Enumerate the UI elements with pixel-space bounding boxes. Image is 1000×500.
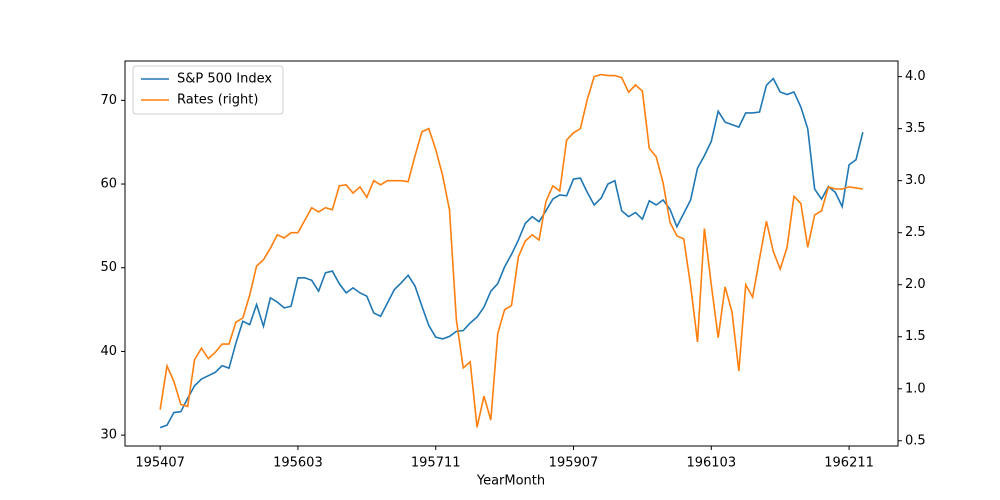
x-axis-label: YearMonth [476, 474, 545, 489]
y2-tick-label: 2.5 [905, 225, 926, 240]
x-tick-label: 195711 [411, 456, 461, 471]
y2-tick-label: 0.5 [905, 433, 926, 448]
y-tick-label: 60 [100, 177, 117, 192]
y-tick-label: 40 [100, 344, 117, 359]
series-line [159, 73, 863, 428]
y2-tick-label: 3.0 [905, 173, 926, 188]
y2-tick-label: 1.5 [905, 329, 926, 344]
x-tick-label: 196211 [824, 456, 874, 471]
y2-tick-label: 1.0 [905, 381, 926, 396]
plot-frame [124, 60, 899, 447]
legend-label: S&P 500 Index [177, 72, 272, 87]
y2-tick-label: 4.0 [905, 69, 926, 84]
y-tick-label: 70 [100, 93, 117, 108]
y2-tick-label: 2.0 [905, 277, 926, 292]
x-tick-label: 196103 [686, 456, 736, 471]
y2-tick-label: 3.5 [905, 121, 926, 136]
legend-label: Rates (right) [177, 93, 258, 108]
legend-box [132, 65, 284, 115]
y-tick-label: 50 [100, 260, 117, 275]
y-tick-label: 30 [100, 428, 117, 443]
x-tick-label: 195603 [273, 456, 323, 471]
x-tick-label: 195907 [549, 456, 599, 471]
x-tick-label: 195407 [135, 456, 185, 471]
series-line [159, 77, 864, 429]
